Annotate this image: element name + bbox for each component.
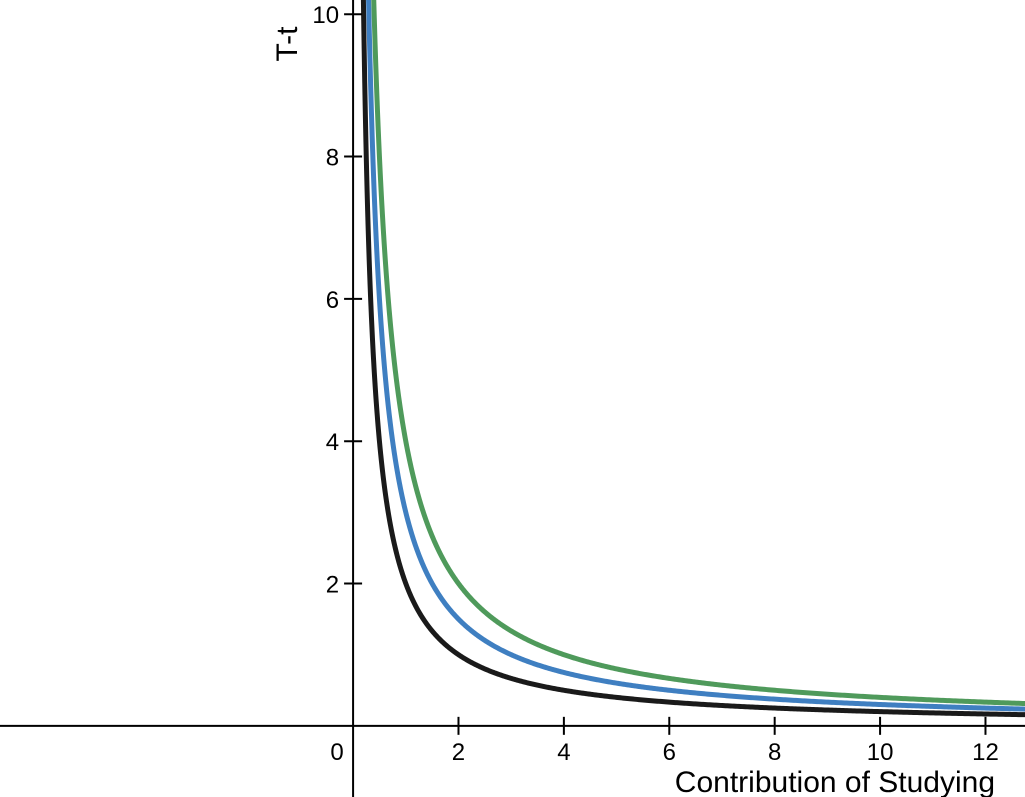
y-tick-label-2: 2 [326,572,339,599]
x-tick-label-12: 12 [972,739,999,766]
origin-label: 0 [330,739,343,766]
y-tick-label-10: 10 [312,2,339,29]
series-line-3 [371,0,1025,707]
y-tick-label-8: 8 [326,145,339,172]
x-tick-label-2: 2 [452,739,465,766]
y-tick-label-4: 4 [326,429,339,456]
x-tick-label-10: 10 [867,739,894,766]
x-tick-label-4: 4 [557,739,570,766]
x-tick-label-6: 6 [663,739,676,766]
ticks: 2 4 6 8 10 12 2 4 6 8 10 [312,2,998,766]
y-axis-title: T-t [271,26,304,62]
x-axis-title: Contribution of Studying [675,766,995,797]
curves [360,0,1025,718]
y-tick-label-6: 6 [326,287,339,314]
series-line-2 [366,0,1025,712]
series-line-1 [360,0,1025,718]
x-tick-label-8: 8 [768,739,781,766]
